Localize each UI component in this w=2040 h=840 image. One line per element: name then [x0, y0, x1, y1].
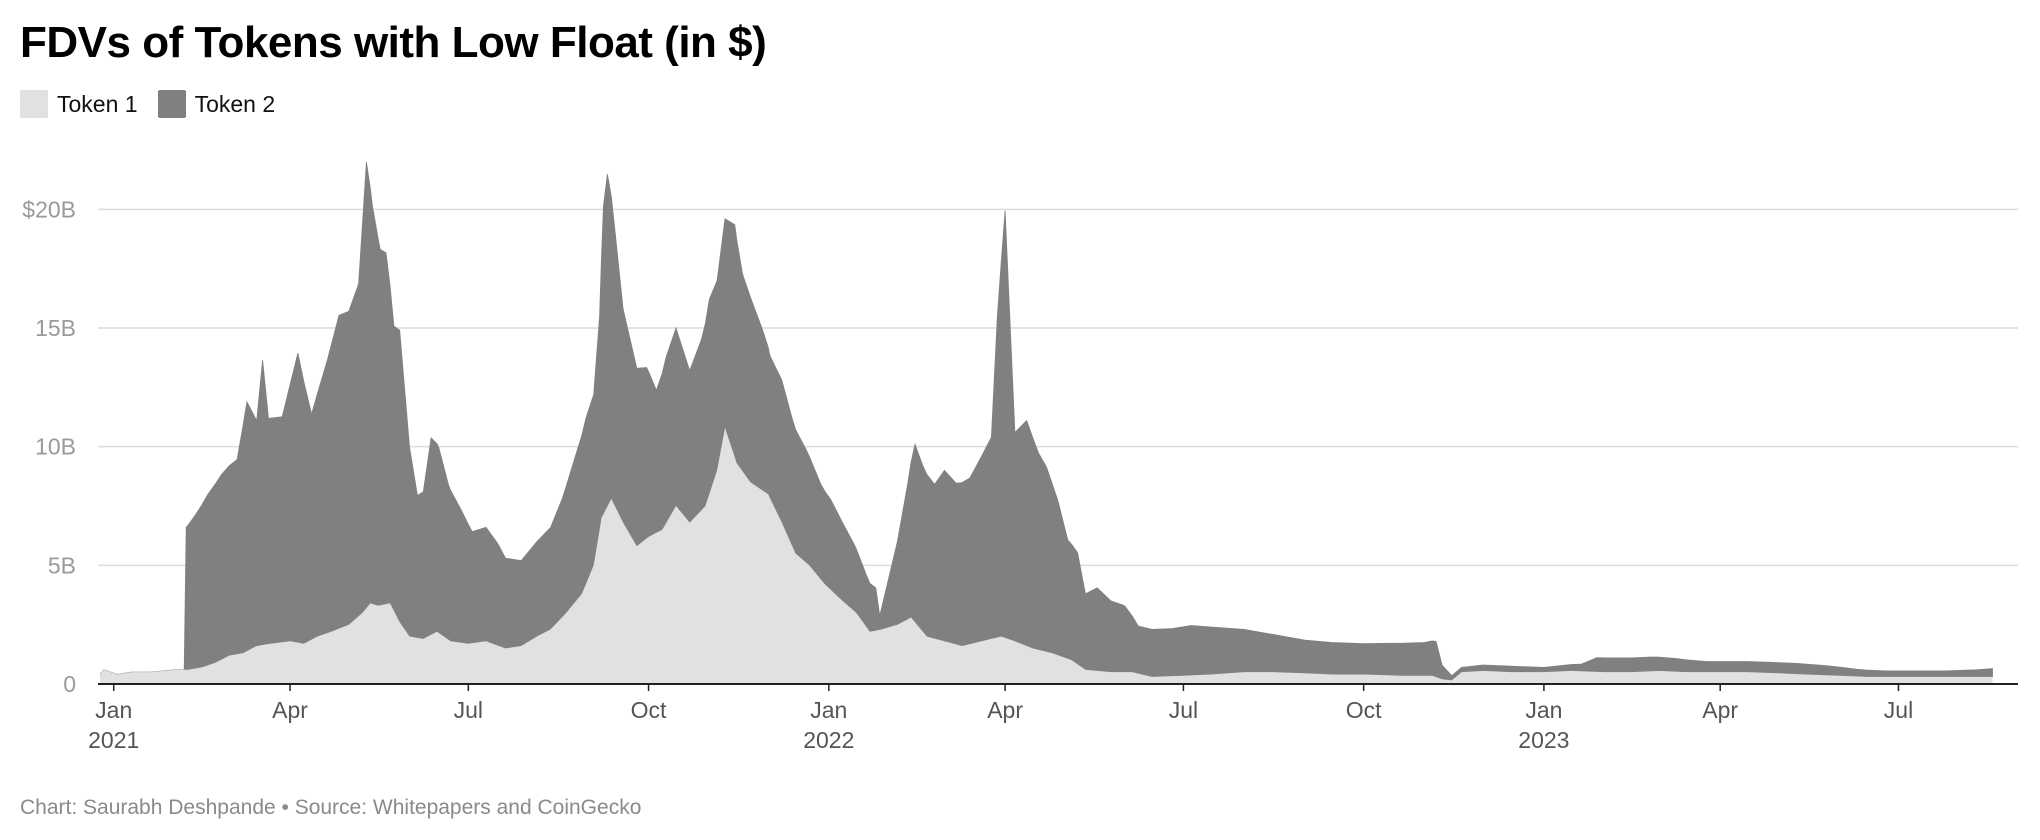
x-tick-label: Apr	[987, 697, 1023, 723]
y-tick-label: 15B	[35, 315, 76, 341]
x-tick-year-label: 2023	[1518, 727, 1569, 753]
legend-item-token-1[interactable]: Token 1	[20, 90, 138, 118]
chart-title: FDVs of Tokens with Low Float (in $)	[20, 18, 767, 67]
x-tick-label: Jan	[95, 697, 132, 723]
x-tick-label: Oct	[631, 697, 667, 723]
x-tick-label: Jul	[1884, 697, 1913, 723]
area-token-1	[100, 427, 1993, 684]
y-tick-label: 10B	[35, 434, 76, 460]
x-tick-label: Apr	[272, 697, 308, 723]
legend-label-token-1: Token 1	[57, 90, 138, 117]
legend: Token 1 Token 2	[20, 90, 295, 118]
legend-item-token-2[interactable]: Token 2	[157, 90, 276, 118]
x-tick-year-label: 2022	[803, 727, 854, 753]
area-token-2	[99, 161, 1993, 681]
x-tick-year-label: 2021	[88, 727, 139, 753]
x-tick-label: Jul	[454, 697, 483, 723]
y-tick-label: $20B	[22, 196, 76, 222]
chart-plot: 0 5B 10B 15B $20B Jan 2021 Apr Jul Oct Jan 2022 Apr J…	[22, 161, 2018, 753]
x-tick-label: Apr	[1702, 697, 1738, 723]
chart-source-note: Chart: Saurabh Deshpande • Source: White…	[20, 796, 642, 819]
legend-label-token-2: Token 2	[194, 90, 276, 117]
legend-swatch-token-2	[157, 90, 186, 118]
x-tick-label: Jul	[1169, 697, 1198, 723]
y-tick-label: 0	[63, 671, 76, 697]
x-tick-label: Jan	[810, 697, 847, 723]
y-tick-label: 5B	[48, 552, 76, 578]
x-tick-label: Jan	[1525, 697, 1562, 723]
x-tick-label: Oct	[1346, 697, 1382, 723]
legend-swatch-token-1	[20, 90, 48, 118]
